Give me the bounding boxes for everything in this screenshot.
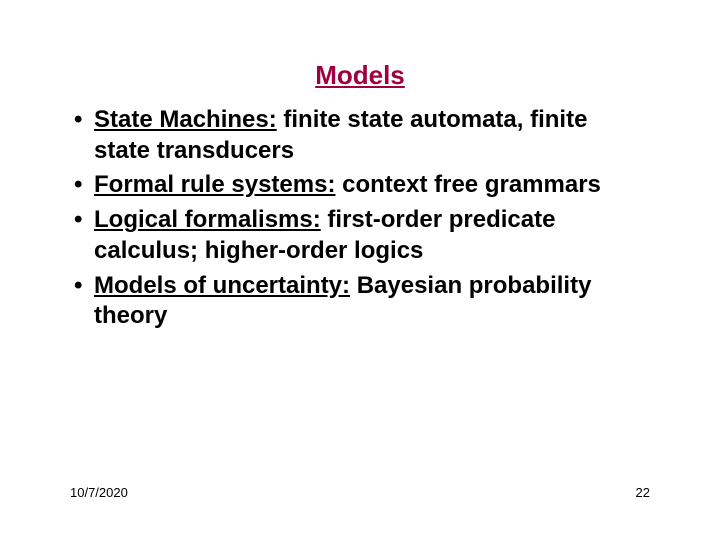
slide-title: Models	[70, 60, 650, 91]
footer-page-number: 22	[636, 485, 650, 500]
list-item-term: State Machines:	[94, 106, 277, 133]
bullet-list: State Machines: finite state automata, f…	[70, 105, 650, 332]
list-item: State Machines: finite state automata, f…	[70, 105, 650, 166]
slide: Models State Machines: finite state auto…	[0, 0, 720, 540]
list-item-term: Models of uncertainty:	[94, 272, 350, 299]
list-item: Models of uncertainty: Bayesian probabil…	[70, 271, 650, 332]
list-item: Formal rule systems: context free gramma…	[70, 170, 650, 201]
slide-footer: 10/7/2020 22	[70, 485, 650, 500]
list-item: Logical formalisms: first-order predicat…	[70, 205, 650, 266]
footer-date: 10/7/2020	[70, 485, 128, 500]
list-item-term: Formal rule systems:	[94, 171, 335, 198]
list-item-rest: context free grammars	[335, 171, 600, 198]
list-item-term: Logical formalisms:	[94, 206, 321, 233]
